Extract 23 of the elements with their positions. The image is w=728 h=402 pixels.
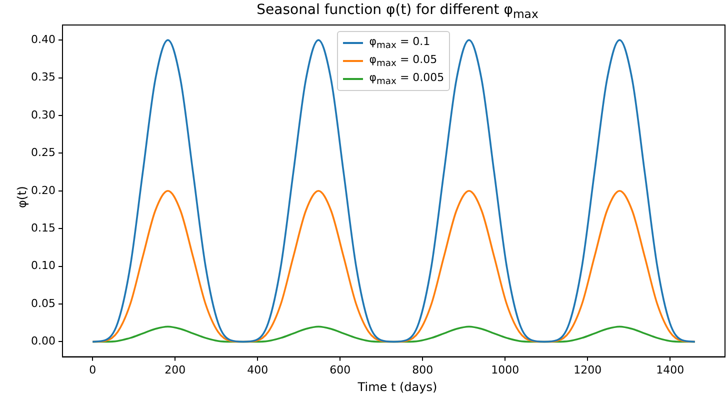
- x-tick-label: 600: [330, 363, 351, 376]
- x-tick-label: 400: [247, 363, 268, 376]
- legend-label: φ$_{max}$ = 0.1: [369, 34, 430, 52]
- legend-label: φ$_{max}$ = 0.05: [369, 52, 438, 70]
- x-tick-label: 200: [164, 363, 186, 376]
- y-tick-label: 0.25: [30, 146, 56, 160]
- x-tick-label: 0: [89, 363, 96, 376]
- y-tick-label: 0.00: [30, 334, 56, 348]
- y-tick-label: 0.10: [30, 259, 56, 272]
- y-tick-label: 0.15: [30, 221, 56, 234]
- x-tick-label: 1200: [574, 363, 602, 376]
- x-axis-title: Time t (days): [356, 380, 438, 394]
- y-tick-label: 0.05: [30, 296, 56, 310]
- y-tick-label: 0.20: [30, 184, 56, 197]
- y-tick-label: 0.35: [30, 70, 56, 84]
- chart-title: Seasonal function φ(t) for different φ$_{max}$: [256, 2, 540, 21]
- y-tick-label: 0.30: [30, 108, 56, 122]
- x-tick-label: 1400: [656, 363, 684, 376]
- legend-label: φ$_{max}$ = 0.005: [369, 70, 444, 88]
- y-tick-label: 0.40: [30, 32, 56, 46]
- x-tick-label: 1000: [491, 363, 520, 376]
- y-axis-title: φ(t): [15, 185, 29, 210]
- x-tick-label: 800: [412, 363, 434, 376]
